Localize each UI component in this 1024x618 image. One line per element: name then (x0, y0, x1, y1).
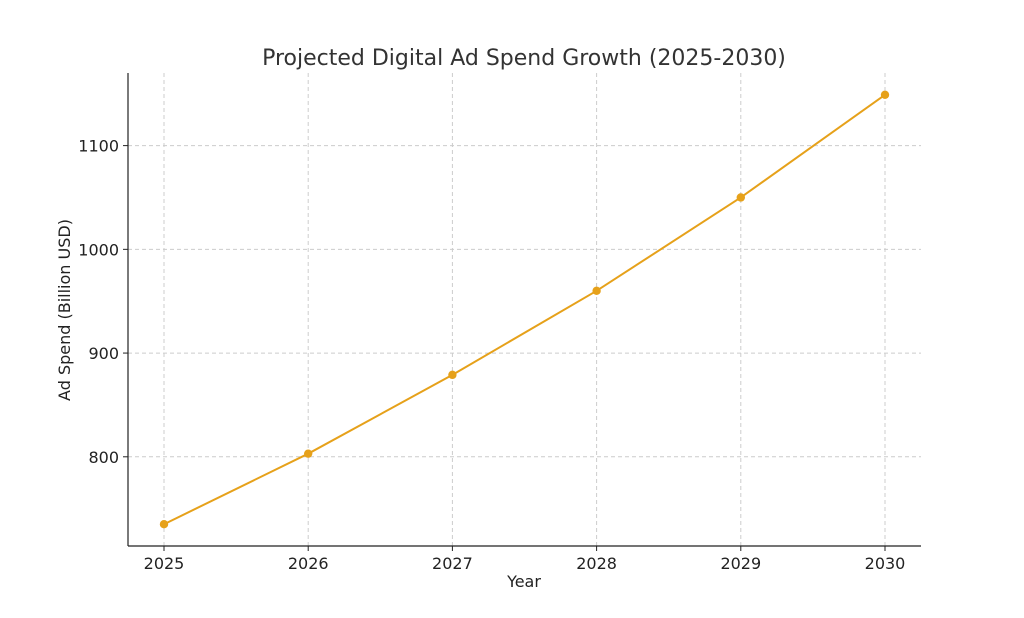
data-point (159, 520, 169, 529)
data-point (592, 286, 601, 296)
x-axis-label: Year (506, 572, 541, 591)
x-tick-label: 2025 (144, 554, 185, 573)
axes (127, 73, 921, 547)
series-line (163, 93, 886, 526)
x-tick-label: 2030 (865, 554, 906, 573)
series (159, 90, 890, 529)
ticks: 2025 2026 2027 2028 2029 2030 800 900 1000 1100 (78, 137, 905, 573)
grid (128, 73, 921, 546)
x-tick-label: 2026 (288, 554, 329, 573)
y-tick-label: 1000 (78, 240, 119, 259)
data-point (880, 90, 890, 99)
y-tick-label: 1100 (78, 137, 119, 156)
y-axis-label: Ad Spend (Billion USD) (55, 219, 74, 401)
data-point (736, 193, 745, 202)
x-tick-label: 2028 (576, 554, 617, 573)
y-tick-label: 800 (88, 448, 119, 467)
y-tick-label: 900 (88, 344, 119, 363)
x-tick-label: 2029 (720, 554, 761, 573)
data-point (448, 370, 457, 380)
x-tick-label: 2027 (432, 554, 473, 573)
chart-title: Projected Digital Ad Spend Growth (2025-… (262, 46, 786, 71)
data-point (304, 449, 313, 458)
